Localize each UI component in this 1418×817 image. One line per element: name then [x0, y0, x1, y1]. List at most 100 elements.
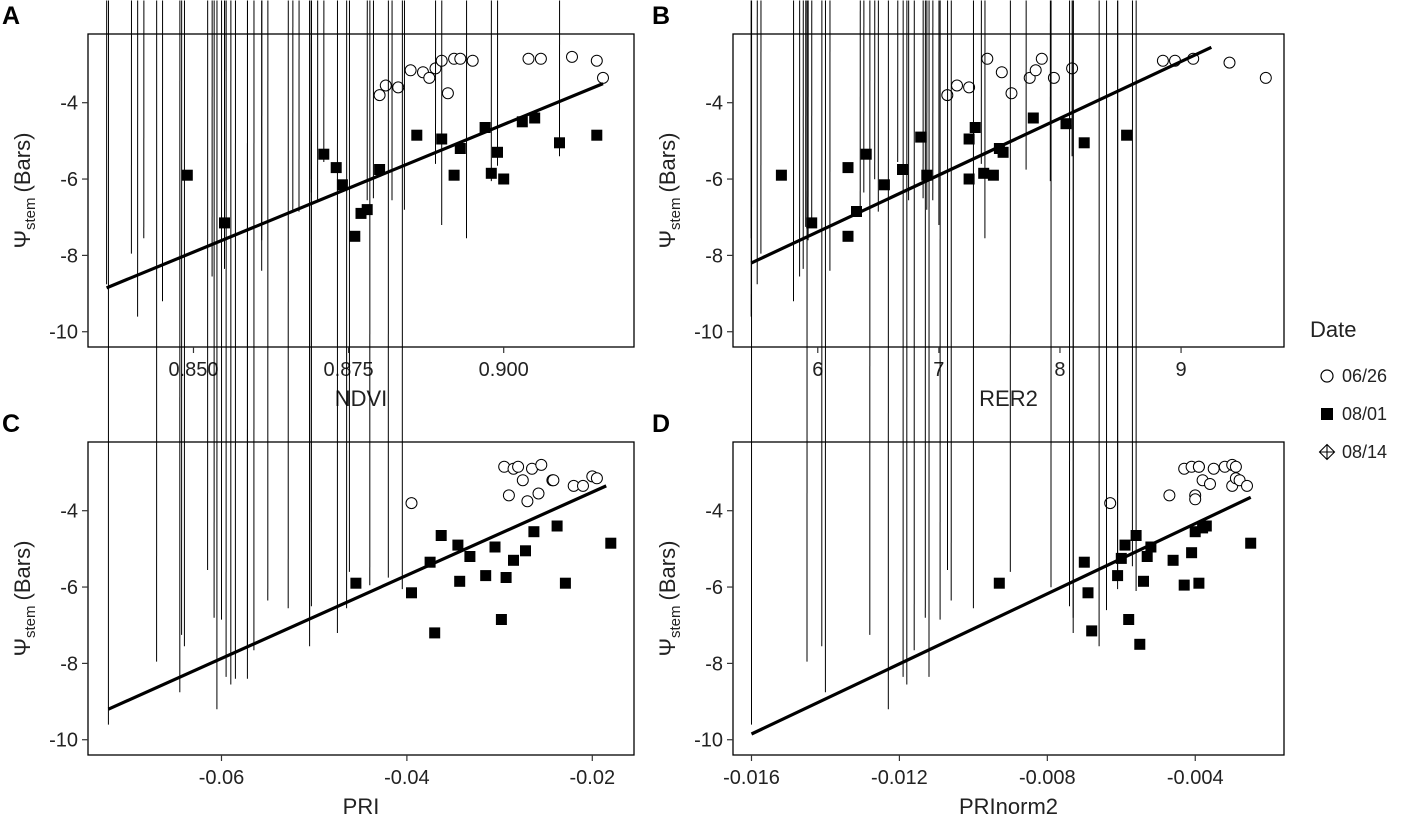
data-point — [969, 122, 981, 133]
y-tick-label: -6 — [60, 169, 78, 191]
data-point — [915, 131, 927, 143]
data-point — [1005, 87, 1018, 100]
data-point — [404, 64, 417, 77]
series-0801 — [775, 112, 1133, 242]
data-point — [1141, 551, 1153, 562]
legend-item-0814: 08/14 — [1318, 442, 1387, 462]
data-point — [336, 179, 348, 191]
data-point — [1086, 625, 1098, 637]
y-axis-unit: (Bars) — [10, 541, 35, 601]
legend-label-0626: 06/26 — [1342, 366, 1387, 386]
series-0626 — [1104, 458, 1253, 510]
data-point — [1138, 575, 1149, 587]
data-point — [1156, 54, 1169, 67]
data-point — [350, 577, 362, 589]
data-point — [355, 207, 367, 219]
data-point — [452, 539, 464, 551]
data-point — [464, 551, 476, 562]
data-point — [597, 71, 609, 84]
data-point — [1259, 71, 1272, 84]
data-point — [1163, 489, 1176, 502]
y-axis-unit: (Bars) — [10, 133, 35, 193]
y-tick-label: -10 — [694, 730, 723, 752]
y-axis-symbol: Ψ — [10, 230, 35, 248]
data-point — [1193, 577, 1205, 589]
y-axis-subscript: stem — [22, 605, 39, 638]
panel-a: A 0.850 0.875 0.900 -10 -8 -6 -4 NDVI Ψstem (Bars) — [2, 0, 635, 411]
panel-c: C -0.06 -0.04 -0.02 -10 -8 -6 -4 PRI Ψstem (Bars) — [2, 0, 635, 817]
data-point — [591, 129, 603, 141]
data-point — [532, 487, 545, 500]
data-point — [489, 541, 501, 553]
series-0814 — [751, 0, 1137, 725]
data-point — [379, 79, 392, 92]
plot-frame — [732, 33, 1285, 348]
data-point — [566, 50, 578, 63]
x-axis-title: RER2 — [979, 386, 1038, 411]
data-point — [508, 554, 519, 566]
data-point — [1082, 587, 1094, 599]
open-circle-icon — [1320, 369, 1334, 383]
x-tick-label: 8 — [1054, 359, 1065, 381]
data-point — [1145, 541, 1157, 553]
y-axis-symbol: Ψ — [10, 638, 35, 656]
x-tick-label: -0.02 — [569, 767, 615, 789]
x-axis-title: PRI — [343, 794, 380, 817]
data-point — [963, 133, 975, 145]
data-point — [981, 52, 994, 65]
x-tick-label: -0.008 — [1019, 767, 1076, 789]
y-axis-title: Ψstem (Bars) — [655, 541, 684, 657]
series-0626 — [373, 50, 609, 102]
panel-letter: B — [652, 2, 670, 30]
regression-line — [750, 45, 1213, 265]
plot-frame — [87, 441, 635, 756]
y-axis-title: Ψstem (Bars) — [655, 133, 684, 249]
data-point — [516, 116, 528, 128]
data-point — [441, 87, 454, 100]
y-tick-label: -6 — [705, 169, 723, 191]
data-point — [1029, 64, 1042, 77]
data-point — [559, 577, 571, 589]
plot-frame — [732, 441, 1285, 756]
data-point — [547, 474, 560, 487]
legend-label-0814: 08/14 — [1342, 442, 1387, 462]
data-point — [1223, 56, 1236, 69]
data-point — [897, 164, 908, 175]
data-point — [842, 230, 854, 242]
data-point — [1078, 137, 1090, 149]
y-tick-label: -6 — [705, 577, 723, 599]
data-point — [987, 169, 999, 181]
data-point — [373, 89, 386, 102]
data-point — [466, 54, 479, 67]
data-point — [424, 556, 436, 568]
panel-letter: C — [2, 410, 20, 438]
y-tick-label: -10 — [49, 322, 78, 344]
series-0801 — [350, 520, 617, 639]
y-axis-unit: (Bars) — [655, 133, 680, 193]
data-point — [997, 146, 1009, 158]
series-0814 — [106, 0, 561, 317]
data-point — [480, 570, 492, 582]
series-0814 — [750, 0, 1073, 317]
data-point — [590, 472, 603, 485]
data-point — [435, 530, 447, 541]
y-tick-label: -4 — [60, 501, 78, 523]
x-tick-label: 0.900 — [479, 359, 529, 381]
data-point — [374, 164, 386, 175]
data-point — [1200, 520, 1212, 532]
data-point — [1078, 556, 1090, 568]
data-point — [1104, 497, 1117, 510]
legend-item-0801: 08/01 — [1321, 404, 1387, 424]
data-point — [605, 537, 617, 549]
data-point — [551, 520, 563, 532]
series-0814 — [107, 0, 403, 725]
data-point — [1027, 112, 1039, 124]
data-point — [454, 575, 466, 587]
data-point — [1123, 614, 1135, 625]
y-tick-label: -4 — [705, 501, 723, 523]
data-point — [405, 497, 418, 510]
data-point — [1167, 554, 1179, 566]
y-tick-label: -4 — [705, 93, 723, 115]
x-tick-label: 9 — [1176, 359, 1187, 381]
y-axis-title-text: Ψstem (Bars) — [10, 133, 39, 249]
